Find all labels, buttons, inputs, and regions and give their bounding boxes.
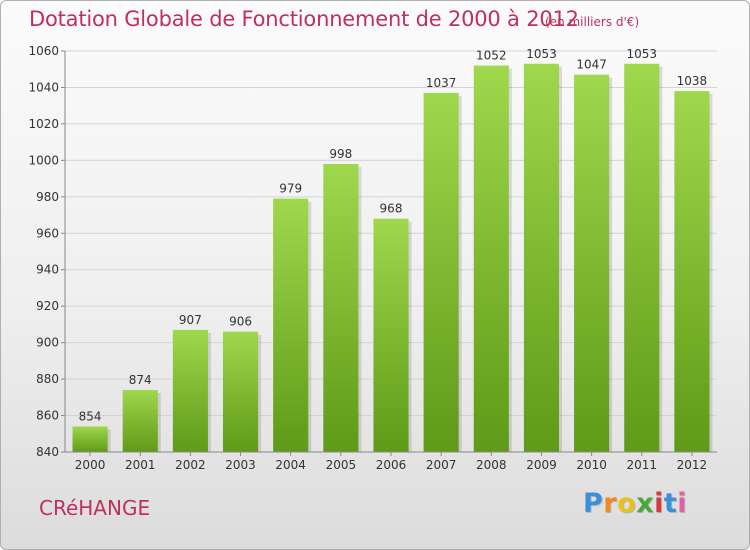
- logo-letter: P: [583, 488, 604, 519]
- y-tick-label: 840: [36, 445, 59, 459]
- y-tick-label: 900: [36, 336, 59, 350]
- y-tick-label: 1060: [28, 44, 59, 58]
- axes: 840 860 880 900 920 940 960 980 1000 1020 1040 1060…: [28, 44, 717, 472]
- x-tick-label: 2011: [626, 458, 657, 472]
- commune-name: CRéHANGE: [39, 496, 151, 520]
- bars: [72, 63, 713, 452]
- y-tick-label: 1020: [28, 117, 59, 131]
- x-tick-label: 2012: [677, 458, 708, 472]
- logo-letter: o: [617, 488, 637, 519]
- data-label: 1047: [576, 58, 607, 72]
- data-label: 854: [79, 409, 102, 423]
- proxiti-logo[interactable]: Proxiti: [583, 488, 687, 519]
- bar: [323, 164, 359, 452]
- data-label: 998: [329, 147, 352, 161]
- x-tick-label: 2008: [476, 458, 507, 472]
- data-label: 1037: [426, 76, 457, 90]
- data-label: 1053: [626, 47, 657, 61]
- bar: [222, 331, 259, 452]
- bar: [273, 198, 309, 452]
- y-tick-label: 1000: [28, 153, 59, 167]
- x-tick-label: 2004: [275, 458, 306, 472]
- x-tick-label: 2002: [175, 458, 206, 472]
- value-labels: 854 874 907 906 979 998 968 1037 1052 1053 1047 105…: [79, 47, 708, 424]
- chart-title: Dotation Globale de Fonctionnement de 20…: [29, 7, 579, 31]
- bar: [172, 329, 208, 452]
- x-tick-label: 2010: [576, 458, 607, 472]
- y-tick-label: 980: [36, 190, 59, 204]
- x-tick-label: 2001: [125, 458, 156, 472]
- bar: [72, 426, 108, 452]
- y-tick-label: 860: [36, 409, 59, 423]
- bar: [674, 91, 710, 452]
- chart-unit: (en milliers d'€): [545, 15, 640, 29]
- bar: [624, 63, 660, 452]
- bar: [423, 92, 459, 452]
- y-tick-label: 880: [36, 372, 59, 386]
- x-tick-label: 2006: [376, 458, 407, 472]
- logo-letter: x: [636, 488, 655, 519]
- data-label: 968: [380, 202, 403, 216]
- data-label: 907: [179, 313, 202, 327]
- bar: [473, 65, 509, 452]
- data-label: 1052: [476, 49, 507, 63]
- bar: [574, 74, 610, 452]
- y-tick-label: 920: [36, 299, 59, 313]
- y-tick-label: 940: [36, 263, 59, 277]
- x-tick-label: 2005: [326, 458, 357, 472]
- data-label: 979: [279, 182, 302, 196]
- y-tick-label: 960: [36, 226, 59, 240]
- x-tick-label: 2007: [426, 458, 457, 472]
- y-tick-label: 1040: [28, 80, 59, 94]
- logo-letter: t: [663, 488, 678, 519]
- x-tick-label: 2000: [75, 458, 106, 472]
- data-label: 874: [129, 373, 152, 387]
- logo-letter: i: [654, 488, 664, 519]
- x-tick-label: 2009: [526, 458, 557, 472]
- logo-letter: r: [603, 488, 618, 519]
- bar: [373, 218, 409, 452]
- logo-letter: i: [677, 488, 688, 519]
- x-tick-label: 2003: [225, 458, 256, 472]
- data-label: 906: [229, 315, 252, 329]
- data-label: 1053: [526, 47, 557, 61]
- bar: [523, 63, 560, 452]
- bar: [122, 390, 158, 452]
- data-label: 1038: [677, 74, 708, 88]
